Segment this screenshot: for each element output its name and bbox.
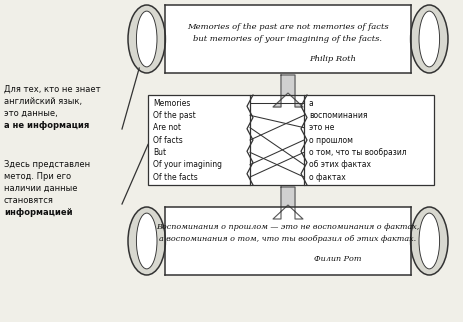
Text: английский язык,: английский язык, (4, 97, 82, 106)
Text: Воспоминания о прошлом — это не воспоминания о фактах,: Воспоминания о прошлом — это не воспомин… (156, 223, 419, 231)
Ellipse shape (128, 207, 165, 275)
Text: Здесь представлен: Здесь представлен (4, 160, 90, 169)
Text: а воспоминания о том, что ты вообразил об этих фактах.: а воспоминания о том, что ты вообразил о… (159, 235, 416, 243)
Text: Of facts: Of facts (153, 136, 182, 145)
Ellipse shape (136, 213, 156, 269)
Text: But: But (153, 148, 166, 157)
Ellipse shape (136, 11, 156, 67)
Ellipse shape (418, 11, 438, 67)
Text: о прошлом: о прошлом (308, 136, 352, 145)
Text: Are not: Are not (153, 123, 181, 132)
Text: Для тех, кто не знает: Для тех, кто не знает (4, 85, 100, 94)
Bar (165, 5, 410, 73)
Bar (165, 207, 410, 275)
Text: Of the past: Of the past (153, 111, 195, 120)
Bar (303, 95, 433, 185)
Bar (148, 95, 250, 185)
Text: Of the facts: Of the facts (153, 173, 197, 182)
Text: становятся: становятся (4, 196, 54, 205)
Ellipse shape (128, 5, 165, 73)
Text: наличии данные: наличии данные (4, 184, 77, 193)
Ellipse shape (418, 213, 438, 269)
Text: о фактах: о фактах (308, 173, 345, 182)
Text: but memories of your imagining of the facts.: but memories of your imagining of the fa… (193, 35, 382, 43)
Text: о том, что ты вообразил: о том, что ты вообразил (308, 148, 406, 157)
Polygon shape (272, 75, 302, 107)
Text: метод. При его: метод. При его (4, 172, 71, 181)
Text: Филип Рот: Филип Рот (313, 255, 361, 263)
Text: это не: это не (308, 123, 334, 132)
Text: воспоминания: воспоминания (308, 111, 367, 120)
Ellipse shape (410, 207, 447, 275)
Text: а: а (308, 99, 313, 108)
Polygon shape (272, 187, 302, 219)
Text: об этих фактах: об этих фактах (308, 160, 370, 169)
Text: Memories of the past are not memories of facts: Memories of the past are not memories of… (187, 23, 388, 31)
Text: Of your imagining: Of your imagining (153, 160, 221, 169)
Ellipse shape (410, 5, 447, 73)
Text: Philip Roth: Philip Roth (309, 55, 356, 63)
Text: информацией: информацией (4, 208, 73, 217)
Polygon shape (250, 95, 303, 185)
Text: это данные,: это данные, (4, 109, 57, 118)
Text: Memories: Memories (153, 99, 190, 108)
Text: а не информация: а не информация (4, 121, 89, 130)
